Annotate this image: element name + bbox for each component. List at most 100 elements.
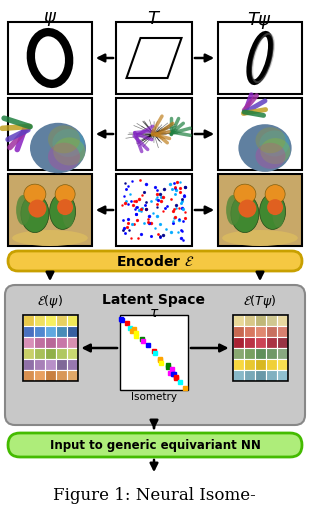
Bar: [116, 22, 192, 94]
Ellipse shape: [260, 138, 290, 164]
Bar: [45, 359, 56, 370]
Bar: [254, 370, 265, 381]
Text: Latent Space: Latent Space: [102, 293, 205, 307]
Bar: [276, 326, 288, 337]
Bar: [218, 22, 302, 94]
Ellipse shape: [48, 125, 80, 153]
Bar: [56, 359, 66, 370]
Ellipse shape: [231, 194, 259, 232]
Ellipse shape: [226, 195, 240, 225]
Bar: [66, 337, 77, 348]
Ellipse shape: [259, 131, 289, 157]
Bar: [276, 348, 288, 359]
Bar: [254, 337, 265, 348]
Bar: [45, 348, 56, 359]
Bar: [45, 370, 56, 381]
Bar: [244, 337, 254, 348]
Bar: [33, 359, 45, 370]
Bar: [8, 174, 92, 246]
Bar: [22, 348, 33, 359]
Ellipse shape: [57, 199, 73, 215]
Text: $\mathcal{E}(T\psi)$: $\mathcal{E}(T\psi)$: [243, 293, 277, 310]
Text: $\psi$: $\psi$: [43, 10, 57, 28]
Bar: [66, 326, 77, 337]
Ellipse shape: [222, 230, 298, 246]
Text: Input to generic equivariant NN: Input to generic equivariant NN: [50, 438, 260, 451]
Bar: [276, 337, 288, 348]
Bar: [233, 370, 244, 381]
Bar: [120, 315, 188, 390]
Bar: [8, 22, 92, 94]
Ellipse shape: [238, 200, 256, 217]
Ellipse shape: [238, 124, 292, 172]
Bar: [33, 348, 45, 359]
Ellipse shape: [63, 200, 75, 228]
Bar: [233, 359, 244, 370]
Bar: [22, 359, 33, 370]
Polygon shape: [126, 38, 181, 78]
Bar: [233, 315, 244, 326]
Bar: [45, 337, 56, 348]
Bar: [244, 359, 254, 370]
Ellipse shape: [24, 184, 46, 204]
Bar: [265, 337, 276, 348]
Bar: [244, 348, 254, 359]
Ellipse shape: [256, 127, 285, 153]
Bar: [56, 370, 66, 381]
FancyBboxPatch shape: [8, 433, 302, 457]
Bar: [254, 359, 265, 370]
Bar: [66, 359, 77, 370]
Text: Encoder $\mathcal{E}$: Encoder $\mathcal{E}$: [116, 253, 194, 268]
FancyBboxPatch shape: [5, 285, 305, 425]
Ellipse shape: [16, 195, 30, 225]
Bar: [33, 337, 45, 348]
Bar: [33, 326, 45, 337]
Bar: [22, 315, 77, 381]
Bar: [218, 174, 302, 246]
Bar: [45, 326, 56, 337]
Ellipse shape: [28, 200, 46, 217]
Text: $\mathcal{E}(\psi)$: $\mathcal{E}(\psi)$: [37, 293, 63, 310]
Ellipse shape: [48, 142, 80, 171]
Ellipse shape: [267, 199, 283, 215]
Bar: [56, 348, 66, 359]
Ellipse shape: [53, 137, 85, 165]
Bar: [265, 326, 276, 337]
Bar: [116, 98, 192, 170]
Bar: [254, 315, 265, 326]
Bar: [265, 315, 276, 326]
Ellipse shape: [50, 193, 76, 229]
Bar: [8, 98, 92, 170]
Ellipse shape: [21, 194, 49, 232]
Bar: [233, 326, 244, 337]
Bar: [276, 359, 288, 370]
Bar: [22, 326, 33, 337]
Ellipse shape: [30, 123, 86, 173]
Bar: [66, 315, 77, 326]
FancyBboxPatch shape: [8, 251, 302, 271]
Ellipse shape: [12, 230, 88, 246]
Ellipse shape: [256, 143, 285, 169]
Text: $T$: $T$: [147, 10, 161, 28]
Bar: [265, 370, 276, 381]
Bar: [218, 98, 302, 170]
Ellipse shape: [234, 184, 256, 204]
Bar: [56, 315, 66, 326]
Text: $T\psi$: $T\psi$: [247, 10, 273, 31]
Bar: [66, 370, 77, 381]
Bar: [22, 370, 33, 381]
Bar: [276, 370, 288, 381]
Ellipse shape: [260, 193, 286, 229]
Ellipse shape: [55, 185, 75, 204]
Bar: [66, 348, 77, 359]
Bar: [254, 326, 265, 337]
Bar: [265, 348, 276, 359]
Bar: [33, 315, 45, 326]
Ellipse shape: [272, 200, 284, 228]
Ellipse shape: [265, 185, 285, 204]
Bar: [33, 370, 45, 381]
Text: Figure 1: Neural Isome-: Figure 1: Neural Isome-: [53, 487, 255, 504]
Bar: [233, 337, 244, 348]
Ellipse shape: [52, 129, 84, 157]
Bar: [233, 348, 244, 359]
